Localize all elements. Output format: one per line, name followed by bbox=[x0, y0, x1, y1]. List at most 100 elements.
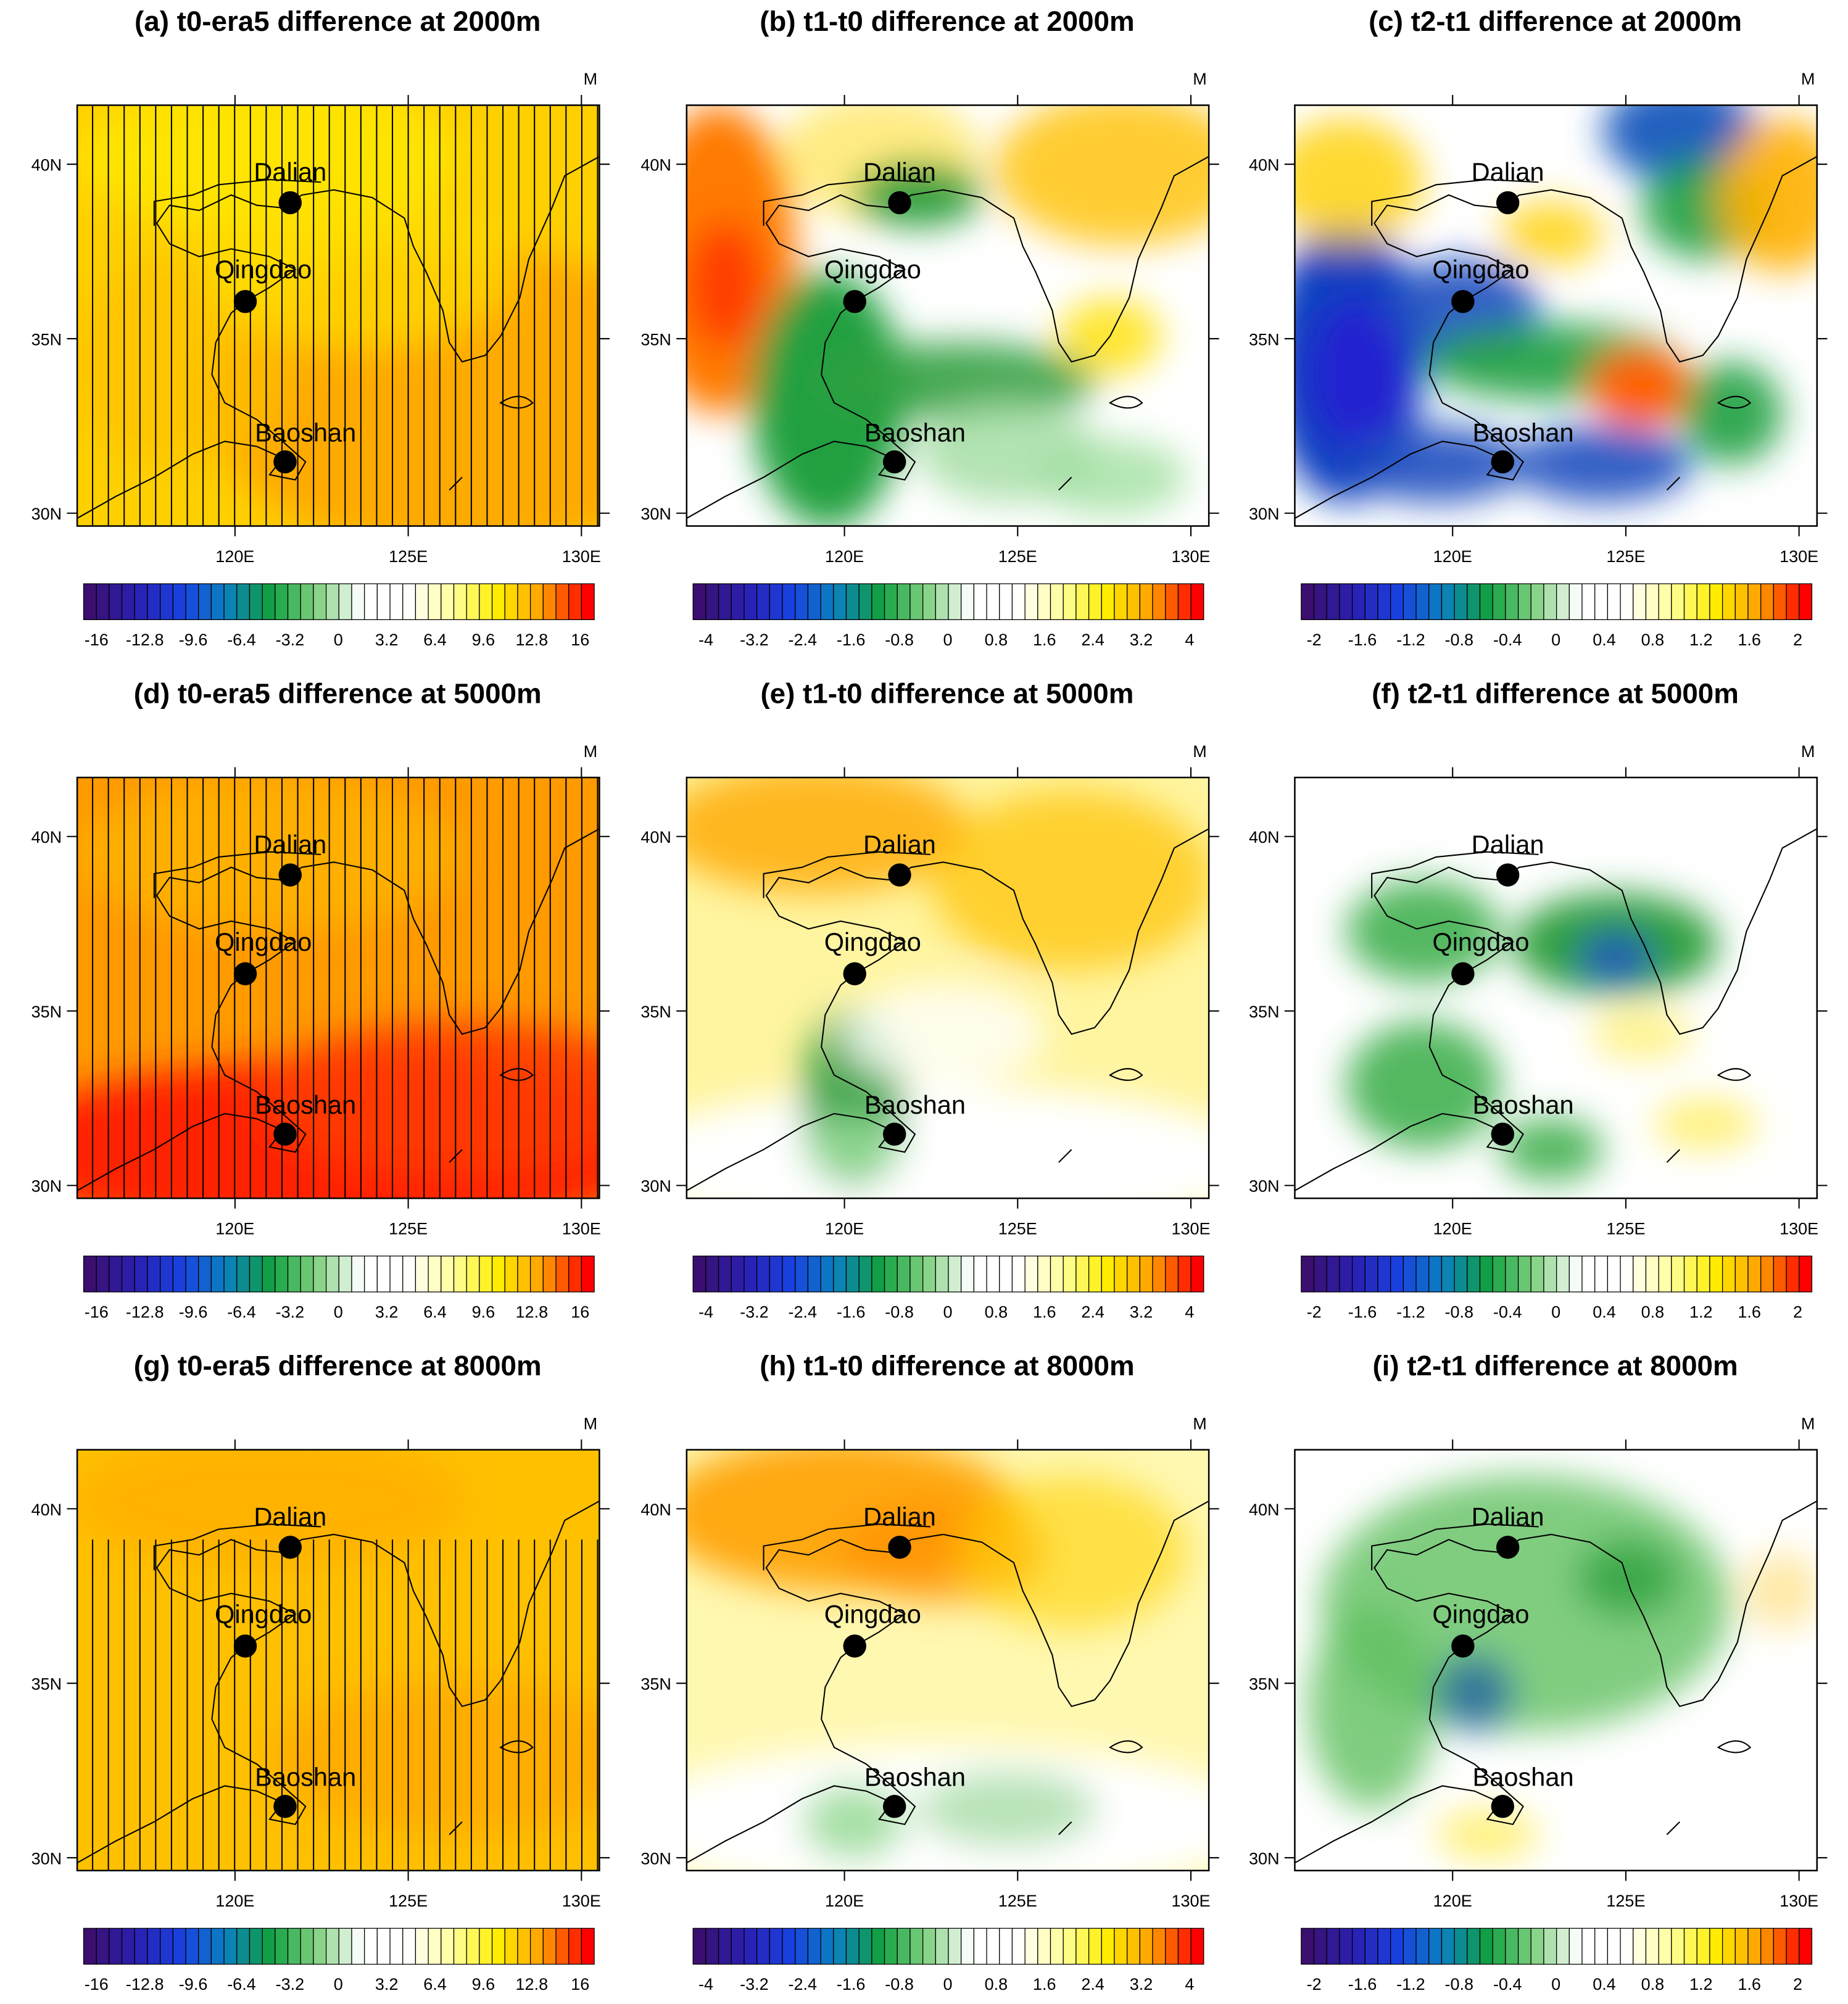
station-label: Dalian bbox=[1472, 1502, 1544, 1531]
colorbar-label: -3.2 bbox=[740, 631, 769, 649]
colorbar-box bbox=[1364, 583, 1378, 620]
corner-label: M bbox=[584, 742, 598, 761]
field-blobs bbox=[686, 777, 1209, 1199]
field-blob bbox=[802, 1783, 905, 1861]
station bbox=[1496, 863, 1520, 887]
colorbar-box bbox=[1645, 1927, 1659, 1965]
station bbox=[882, 1795, 906, 1818]
colorbar-box bbox=[300, 1256, 314, 1293]
colorbar-box bbox=[542, 1927, 557, 1965]
colorbar-label: -0.4 bbox=[1493, 1303, 1522, 1322]
map-frame bbox=[76, 776, 600, 1199]
colorbar-box bbox=[351, 1256, 365, 1293]
colorbar-box bbox=[935, 583, 949, 620]
colorbar-box bbox=[795, 1256, 809, 1293]
colorbar-box bbox=[83, 1927, 97, 1965]
field bbox=[686, 1449, 1209, 1871]
colorbar-label: 0.4 bbox=[1593, 1975, 1616, 1994]
colorbar-box bbox=[1101, 1256, 1115, 1293]
colorbar-box bbox=[389, 583, 404, 620]
panel-title: (g) t0-era5 difference at 8000m bbox=[134, 1350, 542, 1381]
field-blobs bbox=[77, 777, 600, 1199]
coastline bbox=[763, 179, 1143, 491]
field-blobs bbox=[1346, 880, 1757, 1182]
y-label: 40N bbox=[1249, 1501, 1280, 1519]
colorbar-label: -3.2 bbox=[740, 1975, 769, 1994]
field-blob bbox=[1500, 201, 1603, 266]
colorbar-box bbox=[185, 1927, 199, 1965]
colorbar-box bbox=[1415, 1256, 1430, 1293]
map-frame bbox=[76, 104, 600, 527]
colorbar-label: -2 bbox=[1307, 1303, 1322, 1322]
colorbar-box bbox=[845, 1927, 860, 1965]
colorbar-box bbox=[769, 1256, 783, 1293]
colorbar-box bbox=[1165, 1927, 1179, 1965]
colorbar-box bbox=[1530, 1256, 1544, 1293]
colorbar-box bbox=[1377, 1256, 1391, 1293]
colorbar-label: 16 bbox=[571, 1303, 589, 1322]
x-label: 120E bbox=[825, 1219, 864, 1238]
station-label: Baoshan bbox=[1473, 418, 1574, 447]
colorbar-box bbox=[1722, 1256, 1736, 1293]
colorbar-box bbox=[1428, 583, 1443, 620]
station bbox=[233, 1634, 257, 1658]
field bbox=[1295, 1449, 1817, 1871]
colorbar-label: -3.2 bbox=[740, 1303, 769, 1322]
colorbar-label: 12.8 bbox=[516, 631, 549, 649]
colorbar-box bbox=[1075, 1927, 1090, 1965]
colorbar-box bbox=[1075, 583, 1090, 620]
colorbar-box bbox=[1177, 583, 1191, 620]
colorbar-label: -4 bbox=[698, 1975, 713, 1994]
colorbar-label: -3.2 bbox=[276, 1975, 305, 1994]
colorbar-label: 0.8 bbox=[1641, 631, 1665, 649]
station bbox=[1451, 962, 1475, 985]
colorbar-label: -1.6 bbox=[837, 1303, 866, 1322]
colorbar-box bbox=[884, 583, 898, 620]
colorbar-box bbox=[1326, 583, 1340, 620]
coastline bbox=[153, 1523, 534, 1836]
x-label: 130E bbox=[562, 1892, 601, 1910]
colorbar-box bbox=[172, 1256, 186, 1293]
colorbar-box bbox=[769, 1927, 783, 1965]
colorbar-box bbox=[692, 583, 706, 620]
colorbar-box bbox=[223, 1927, 238, 1965]
colorbar-box bbox=[833, 1256, 847, 1293]
colorbar-box bbox=[1351, 583, 1365, 620]
colorbar-box bbox=[744, 1927, 758, 1965]
field-blob bbox=[1346, 426, 1526, 503]
colorbar-box bbox=[249, 1927, 263, 1965]
colorbar-label: 1.6 bbox=[1738, 1303, 1761, 1322]
colorbar-box bbox=[1747, 583, 1762, 620]
colorbar-box bbox=[479, 1927, 493, 1965]
x-label: 125E bbox=[1606, 1219, 1645, 1238]
station-label: Baoshan bbox=[1473, 1090, 1574, 1119]
panel-title: (a) t0-era5 difference at 2000m bbox=[135, 6, 541, 37]
colorbar-box bbox=[1011, 583, 1026, 620]
colorbar-label: 3.2 bbox=[1130, 1303, 1153, 1322]
colorbar-box bbox=[198, 1256, 212, 1293]
colorbar-box bbox=[1127, 1927, 1140, 1965]
colorbar-box bbox=[1683, 1927, 1697, 1965]
field-blob bbox=[1346, 1021, 1501, 1150]
colorbar-box bbox=[705, 1927, 719, 1965]
coastline bbox=[686, 155, 1209, 519]
colorbar-box bbox=[718, 1927, 732, 1965]
colorbar-label: 3.2 bbox=[375, 1975, 399, 1994]
field-blob bbox=[1436, 1808, 1539, 1861]
colorbar-box bbox=[795, 1927, 809, 1965]
colorbar-box bbox=[807, 1927, 821, 1965]
field-blob bbox=[1680, 362, 1783, 465]
panel-title: (i) t2-t1 difference at 8000m bbox=[1372, 1350, 1738, 1381]
field-blob bbox=[257, 1021, 600, 1175]
colorbar-box bbox=[961, 583, 975, 620]
colorbar-box bbox=[364, 1927, 378, 1965]
colorbar-box bbox=[479, 1256, 493, 1293]
colorbar-box bbox=[1101, 583, 1115, 620]
colorbar-label: 9.6 bbox=[472, 1975, 495, 1994]
colorbar-box bbox=[1075, 1256, 1090, 1293]
panel-title: (h) t1-t0 difference at 8000m bbox=[760, 1350, 1134, 1381]
colorbar: -2 -1.6 -1.2 -0.8 -0.4 0 0.4 0.8 1.2 1.6 2 bbox=[1301, 1927, 1813, 1994]
colorbar-label: -0.8 bbox=[1445, 631, 1474, 649]
field-blob bbox=[686, 220, 764, 349]
colorbar-box bbox=[262, 583, 276, 620]
